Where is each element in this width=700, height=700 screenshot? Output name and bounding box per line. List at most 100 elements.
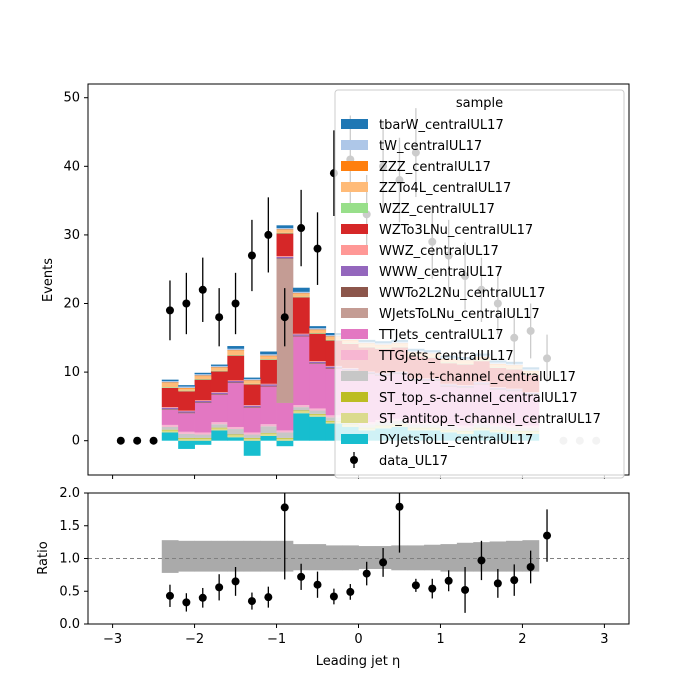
bar-segment xyxy=(178,386,195,388)
legend-swatch xyxy=(341,350,368,360)
bar-segment xyxy=(210,364,228,366)
bar-segment xyxy=(276,228,294,230)
bar-segment xyxy=(325,366,343,368)
bar-segment xyxy=(260,359,277,360)
ratio-y-tick-label: 1.5 xyxy=(59,519,80,534)
bar-segment xyxy=(178,411,195,413)
ratio-band-segment xyxy=(243,540,261,572)
bar-segment xyxy=(210,367,228,368)
ratio-uncertainty-band xyxy=(88,540,629,573)
bar-segment xyxy=(325,415,343,418)
bar-segment xyxy=(161,407,179,408)
ratio-axes: 0.0 0.5 1.0 1.5 2.0 −3 −2 −1 0 1 2 3 xyxy=(59,486,630,647)
bar-segment xyxy=(276,232,294,234)
bar-segment xyxy=(161,407,179,410)
legend-label: WZZ_centralUL17 xyxy=(379,202,495,217)
data-point xyxy=(116,436,125,445)
bar-segment xyxy=(325,339,343,341)
ratio-point xyxy=(461,585,470,594)
legend-swatch xyxy=(341,434,368,444)
data-point xyxy=(247,251,256,260)
legend-label: ZZTo4L_centralUL17 xyxy=(379,181,511,196)
bar-segment xyxy=(194,379,212,401)
bar-segment xyxy=(309,326,327,329)
bar-segment xyxy=(309,363,327,364)
ratio-band-segment xyxy=(210,540,228,572)
bar-segment xyxy=(227,355,245,381)
legend-swatch xyxy=(341,245,368,255)
legend-label: ST_antitop_t-channel_centralUL17 xyxy=(379,412,601,427)
ratio-point xyxy=(346,587,355,596)
y-tick-label: 20 xyxy=(63,297,80,312)
bar-segment xyxy=(260,359,277,384)
legend-label: ST_top_s-channel_centralUL17 xyxy=(379,391,578,406)
bar-segment xyxy=(227,348,245,351)
bar-segment xyxy=(260,383,277,385)
ratio-band-segment xyxy=(194,540,212,572)
ratio-point xyxy=(264,593,273,602)
legend: sample tbarW_centralUL17 tW_centralUL17 ZZZ… xyxy=(334,89,625,479)
bar-segment xyxy=(227,429,245,435)
bar-segment xyxy=(210,365,228,368)
legend-swatch xyxy=(341,392,368,402)
ratio-band-segment xyxy=(440,544,458,572)
ratio-band-segment xyxy=(424,544,441,571)
legend-swatch xyxy=(341,371,368,381)
bar-segment xyxy=(210,394,228,395)
legend-label: ZZZ_centralUL17 xyxy=(379,160,491,175)
ratio-band-segment xyxy=(391,545,409,571)
data-point xyxy=(231,299,240,308)
bar-segment xyxy=(227,426,245,430)
bar-segment xyxy=(260,354,277,356)
x-tick-label: 2 xyxy=(518,632,526,647)
bar-segment xyxy=(178,437,195,439)
bar-segment xyxy=(227,350,245,351)
bar-segment xyxy=(292,407,310,411)
legend-box xyxy=(334,89,625,479)
bar-segment xyxy=(325,420,343,422)
ratio-band-segment xyxy=(456,542,474,572)
bar-segment xyxy=(325,365,343,367)
bar-segment xyxy=(178,431,195,434)
legend-label: ST_top_t-channel_centralUL17 xyxy=(379,370,576,385)
bar-segment xyxy=(243,407,261,433)
bar-segment xyxy=(292,335,310,337)
legend-swatch xyxy=(341,413,368,423)
bar-segment xyxy=(309,408,327,411)
bar-segment xyxy=(309,328,327,330)
legend-label: WZTo3LNu_centralUL17 xyxy=(379,223,533,238)
bar-segment xyxy=(325,337,343,340)
bar-segment xyxy=(194,432,212,435)
legend-label: WWTo2L2Nu_centralUL17 xyxy=(379,286,545,301)
y-tick-label: 0 xyxy=(72,434,80,449)
bar-segment xyxy=(292,293,310,297)
x-tick-label: 1 xyxy=(436,632,444,647)
legend-swatch xyxy=(341,119,368,129)
legend-data-marker xyxy=(350,456,358,464)
bar-segment xyxy=(309,413,327,415)
bar-segment xyxy=(243,405,261,406)
ratio-point xyxy=(247,597,256,606)
bar-segment xyxy=(194,374,212,376)
legend-swatch xyxy=(341,308,368,318)
bar-segment xyxy=(243,377,261,379)
bar-segment xyxy=(292,336,310,406)
legend-swatch xyxy=(341,329,368,339)
bar-segment xyxy=(276,437,294,439)
bar-segment xyxy=(178,387,195,389)
ratio-point xyxy=(428,584,437,593)
ratio-point xyxy=(280,503,289,512)
bar-segment xyxy=(210,427,228,429)
legend-title: sample xyxy=(456,96,503,111)
bar-segment xyxy=(292,334,310,336)
ratio-point xyxy=(182,598,191,607)
data-point xyxy=(133,436,142,445)
bar-segment xyxy=(210,422,228,425)
bar-segment xyxy=(309,410,327,414)
legend-swatch xyxy=(341,287,368,297)
bar-segment xyxy=(325,336,343,338)
bar-segment xyxy=(292,405,310,408)
bar-segment xyxy=(161,383,179,388)
bar-segment xyxy=(161,382,179,384)
